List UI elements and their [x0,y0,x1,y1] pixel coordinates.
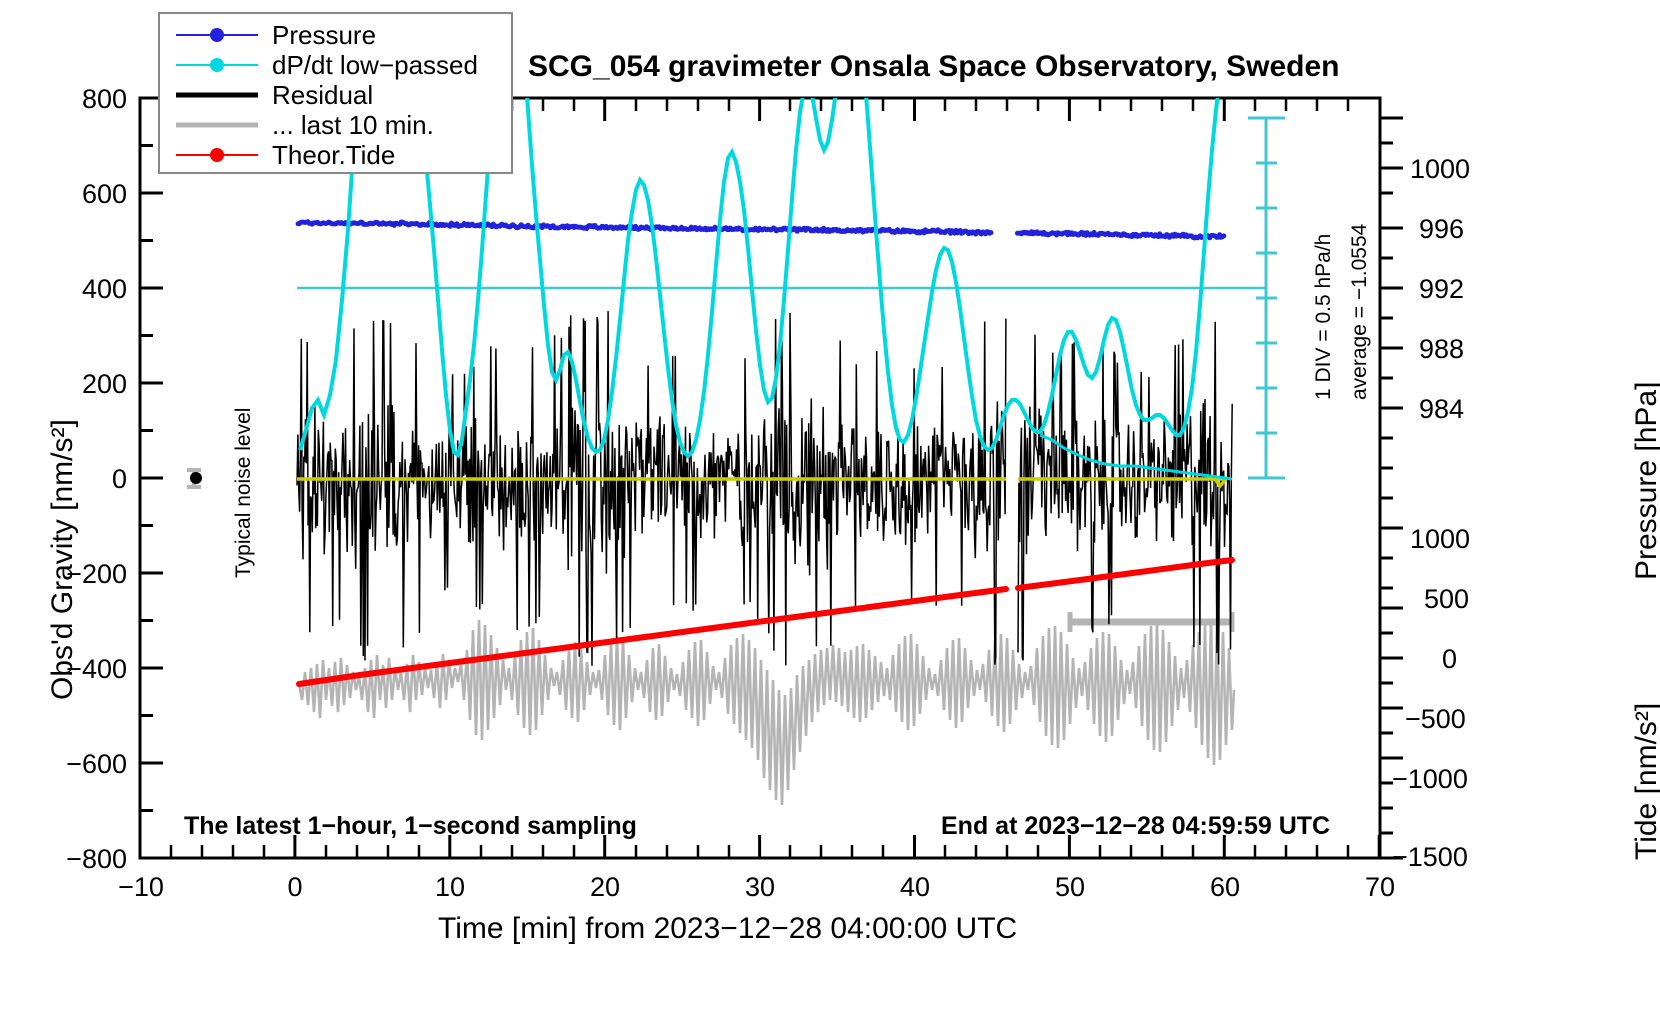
legend-label-1: dP/dt low−passed [272,49,478,80]
tide-axis-title: Tide [nm/s²] [1630,702,1660,860]
dpdt-average-label: average = −1.0554 [1348,223,1371,400]
left-tick-0: 0 [111,464,127,494]
dpdt-average-label-wrap: average = −1.0554 [1348,224,1524,424]
pressure-tick-1000: 1000 [1410,154,1471,184]
legend-swatch-1 [176,58,258,72]
legend: Pressure dP/dt low−passed Residual... last… [158,12,513,174]
x-tick-10: 10 [434,872,466,902]
tide-tick-500: 500 [1424,584,1470,614]
left-axis-title-wrap: Obs'd Gravity [nm/s²] [46,419,327,734]
right-axis-ticks [1380,116,1403,860]
dpdt-scale-bar [1248,116,1285,480]
left-tick-m600: −600 [66,749,127,779]
page-title: SCG_054 gravimeter Onsala Space Observat… [528,50,1340,83]
pressure-axis-title: Pressure [hPa] [1630,381,1660,580]
legend-swatch-4 [176,148,258,162]
tide-tick-m1000: −1000 [1392,764,1468,794]
footer-left: The latest 1−hour, 1−second sampling [184,812,637,840]
pressure-tick-984: 984 [1419,394,1465,424]
legend-swatch-0 [176,28,258,42]
legend-item-0[interactable]: Pressure [174,20,511,50]
noise-level-label: Typical noise level [232,407,255,578]
series-residual [296,311,1233,666]
legend-item-3[interactable]: ... last 10 min. [174,110,511,140]
left-tick-600: 600 [82,179,128,209]
left-tick-m400: −400 [66,654,127,684]
legend-swatch-3 [176,122,258,128]
x-tick-40: 40 [899,872,931,902]
legend-label-0: Pressure [272,19,377,50]
x-tick-70: 70 [1364,872,1396,902]
tide-tick-1000: 1000 [1410,524,1471,554]
legend-item-2[interactable]: Residual [174,80,511,110]
typical-noise-level-marker [187,468,202,489]
left-tick-m800: −800 [66,844,127,874]
tide-tick-m1500: −1500 [1392,842,1468,872]
series-theor-tide [296,557,1235,687]
left-tick-m200: −200 [66,559,127,589]
pressure-tick-996: 996 [1419,214,1465,244]
x-tick-m10: −10 [118,872,164,902]
x-tick-30: 30 [744,872,776,902]
left-tick-200: 200 [82,369,128,399]
x-tick-0: 0 [287,872,303,902]
left-tick-800: 800 [82,84,128,114]
legend-label-4: Theor.Tide [272,139,396,170]
footer-right: End at 2023−12−28 04:59:59 UTC [941,812,1331,840]
left-tick-400: 400 [82,274,128,304]
tide-axis-title-wrap: Tide [nm/s²] [1630,703,1660,894]
x-tick-20: 20 [589,872,621,902]
tide-tick-0: 0 [1442,644,1458,674]
last-10-min-marker-bar [1067,612,1235,632]
noise-level-label-wrap: Typical noise level [232,408,402,602]
x-tick-50: 50 [1054,872,1086,902]
series-last-10-min [297,619,1236,806]
legend-item-1[interactable]: dP/dt low−passed [174,50,511,80]
series-dpdt-lowpassed [298,98,1233,481]
legend-label-3: ... last 10 min. [272,109,434,140]
legend-label-2: Residual [272,79,374,110]
x-tick-60: 60 [1209,872,1241,902]
legend-item-4[interactable]: Theor.Tide [174,140,511,170]
tide-tick-m500: −500 [1405,704,1466,734]
pressure-tick-988: 988 [1419,334,1465,364]
left-axis-ticks [140,96,163,860]
legend-swatch-2 [176,92,258,98]
bottom-axis-ticks [138,835,1381,858]
pressure-tick-992: 992 [1419,274,1465,304]
dpdt-div-label: 1 DIV = 0.5 hPa/h [1312,233,1335,400]
zero-reference-line [297,477,1228,489]
series-pressure [295,219,1227,241]
pressure-axis-title-wrap: Pressure [hPa] [1630,382,1660,614]
bottom-axis-title: Time [min] from 2023−12−28 04:00:00 UTC [438,912,1018,945]
